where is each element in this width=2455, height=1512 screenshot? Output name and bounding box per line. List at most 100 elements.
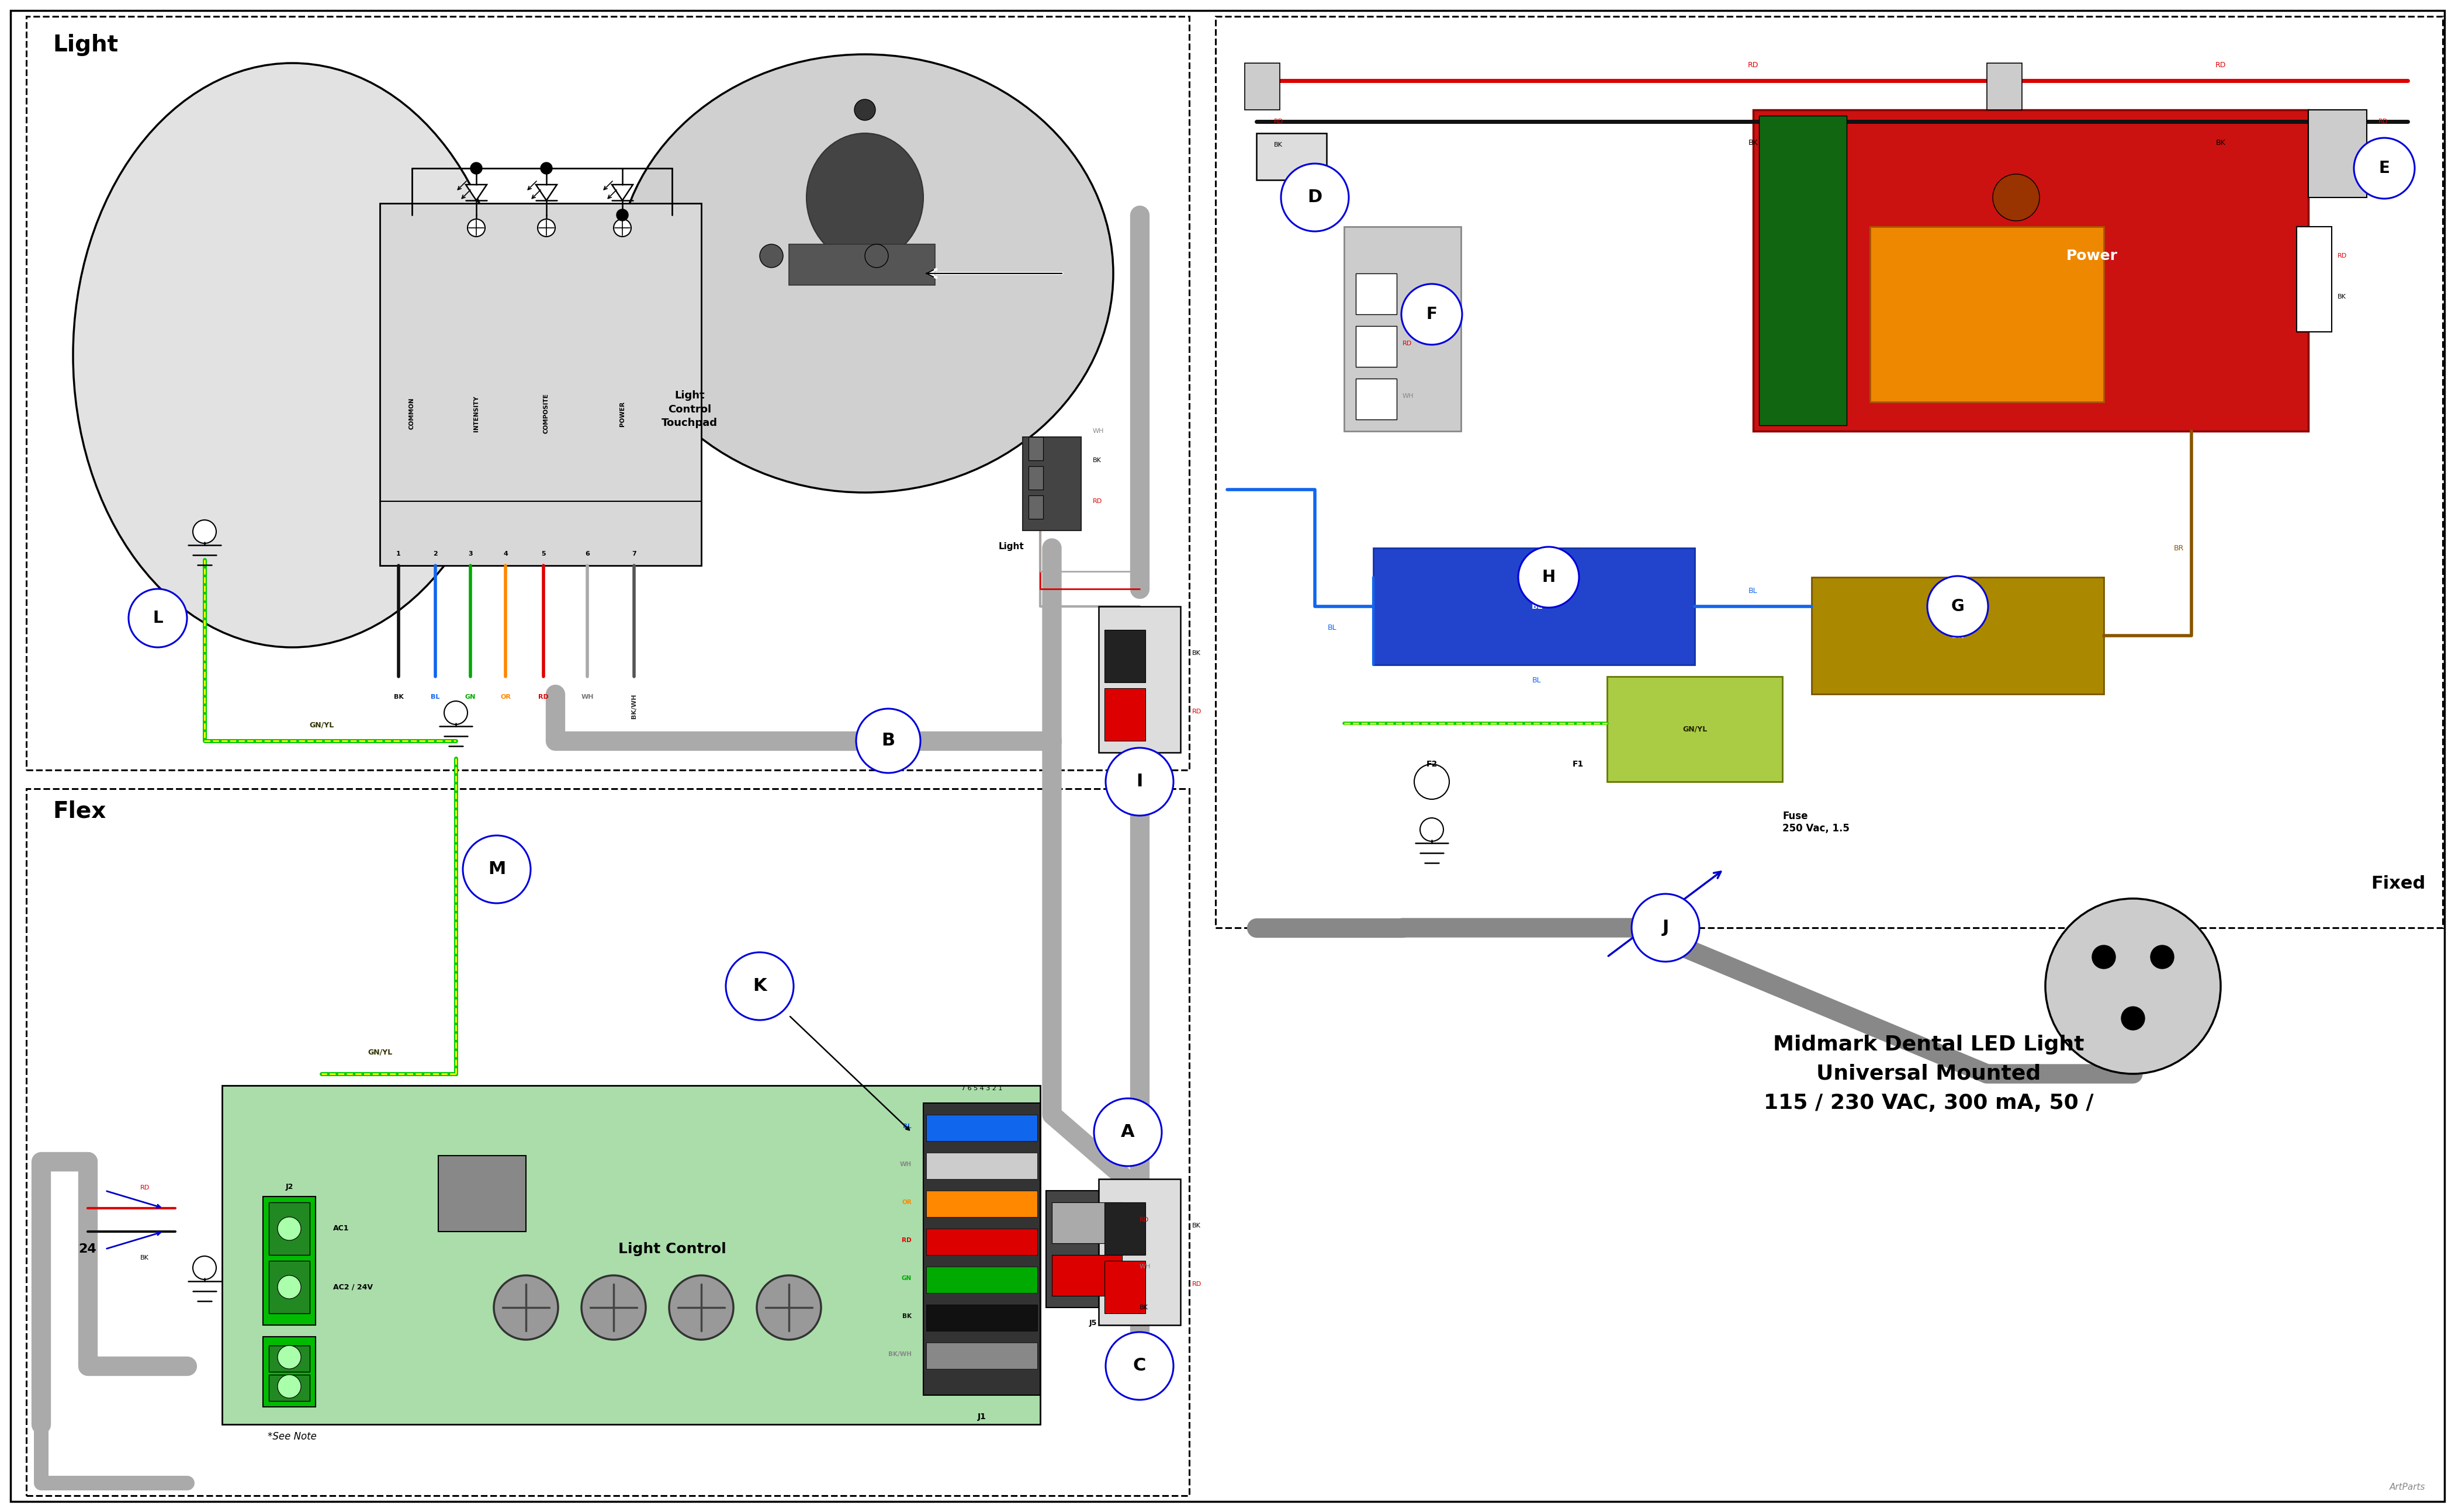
Bar [1024,437,1080,531]
Bar [926,1229,1038,1255]
Text: B: B [881,732,896,750]
Circle shape [277,1374,302,1399]
Bar [2308,110,2367,198]
Bar [268,1202,309,1255]
Bar [2295,227,2332,331]
Bar [1245,64,1279,110]
Bar [926,1267,1038,1293]
Circle shape [1095,1098,1161,1166]
Text: BK: BK [1193,650,1200,656]
Circle shape [277,1346,302,1368]
Text: COMPOSITE: COMPOSITE [543,393,550,434]
Text: WH: WH [1402,393,1414,399]
Text: 4: 4 [503,550,508,556]
Text: E: E [2379,160,2389,177]
Text: BK: BK [2337,293,2347,299]
Circle shape [444,702,466,724]
Text: RD: RD [538,694,547,700]
Text: 2: 2 [432,550,437,556]
Circle shape [582,1276,646,1340]
Bar [268,1374,309,1402]
Text: BK: BK [1139,1305,1149,1311]
Text: H: H [1542,569,1556,585]
Circle shape [616,209,628,221]
Bar [1343,227,1461,431]
Text: RD: RD [1092,499,1102,503]
Text: G: G [1952,599,1964,614]
Bar [1100,1179,1181,1325]
Text: Fixed: Fixed [2372,875,2426,892]
Text: L: L [152,609,162,626]
Bar [1372,547,1694,665]
Text: RD: RD [1193,709,1200,715]
Circle shape [2151,945,2175,969]
Bar [1812,578,2104,694]
Circle shape [1927,576,1989,637]
Bar [263,1337,317,1406]
Text: D: D [1309,189,1323,206]
Text: INTENSITY: INTENSITY [474,396,479,432]
Circle shape [1105,1332,1173,1400]
Text: Midmark Dental LED Light
Universal Mounted
115 / 230 VAC, 300 mA, 50 /: Midmark Dental LED Light Universal Mount… [1763,1034,2094,1113]
Bar [1105,631,1146,682]
Circle shape [538,219,555,236]
Circle shape [1419,818,1444,841]
Bar [268,1346,309,1371]
Circle shape [2045,898,2222,1074]
Circle shape [670,1276,734,1340]
Circle shape [277,1276,302,1299]
Text: J5: J5 [1090,1318,1097,1328]
Text: BL: BL [1748,587,1758,594]
Text: F: F [1426,305,1436,322]
Circle shape [194,520,216,543]
Circle shape [759,245,783,268]
Text: Light Control: Light Control [619,1241,727,1256]
Text: 3: 3 [469,550,474,556]
Polygon shape [611,184,633,201]
Circle shape [1993,174,2040,221]
Bar [1046,1190,1134,1308]
Circle shape [194,1256,216,1279]
Text: ArtParts: ArtParts [2389,1483,2426,1491]
Text: F1: F1 [1571,761,1583,768]
Text: BK: BK [1092,458,1102,463]
Circle shape [466,219,486,236]
Text: Power: Power [2067,249,2119,263]
Text: J: J [1662,919,1669,936]
Bar [221,1086,1041,1424]
Circle shape [2092,945,2116,969]
Circle shape [727,953,793,1021]
Bar [1100,606,1181,753]
Bar [27,17,1188,770]
Text: BK: BK [1193,1223,1200,1229]
Text: J2: J2 [285,1182,292,1190]
Text: BK: BK [140,1255,150,1261]
Text: A: A [1122,1123,1134,1140]
Polygon shape [535,184,557,201]
Text: GN: GN [464,694,476,700]
Text: Light: Light [999,543,1024,550]
Text: Flex: Flex [52,800,106,823]
Circle shape [614,219,631,236]
Text: BL: BL [903,1123,911,1129]
Bar [381,203,702,565]
Circle shape [857,709,921,773]
Text: Fuse
250 Vac, 1.5: Fuse 250 Vac, 1.5 [1782,810,1849,833]
Text: WH: WH [1139,1264,1151,1270]
Bar [1871,227,2104,402]
Text: BK: BK [2217,139,2227,147]
Text: K: K [754,978,766,995]
Bar [1215,17,2443,928]
Text: AC1: AC1 [334,1225,349,1232]
Text: AC2 / 24V: AC2 / 24V [334,1284,373,1291]
Ellipse shape [74,64,511,647]
Text: RD: RD [2379,118,2389,124]
Bar [926,1152,1038,1179]
Bar [1257,133,1326,180]
Bar [1355,378,1397,419]
Text: 6: 6 [584,550,589,556]
Text: GN: GN [901,1276,911,1281]
Circle shape [128,588,187,647]
Bar [1029,437,1043,460]
Circle shape [1105,748,1173,815]
